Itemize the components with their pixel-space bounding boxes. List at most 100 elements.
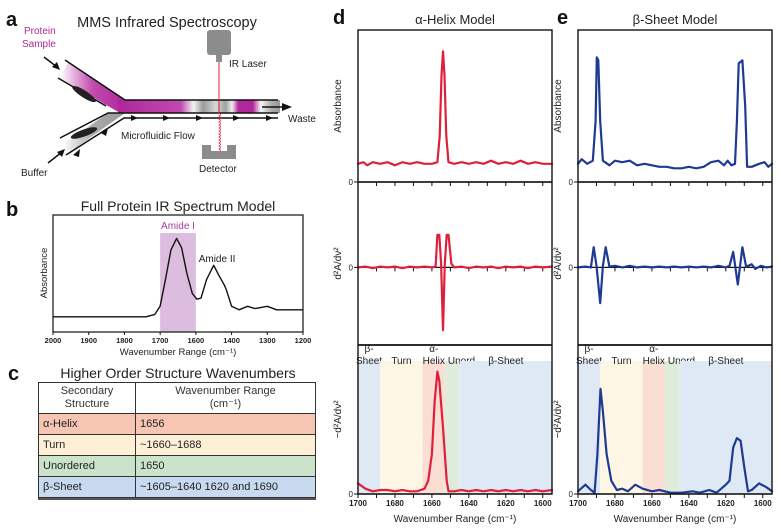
sample-inlet (60, 62, 125, 113)
y-axis-label: −d²A/dν² (333, 400, 344, 439)
table-row: Unordered 1650 (38, 455, 316, 477)
structure-table: Secondary Structure Wavenumber Range (cm⁻¹… (38, 382, 316, 498)
flow-arrowhead-icon (163, 115, 170, 121)
flow-arrowhead-icon (196, 115, 203, 121)
zero-label: 0 (569, 178, 574, 187)
x-axis-label: Wavenumber Range (cm⁻¹) (120, 347, 237, 358)
x-tick-label: 1660 (643, 499, 661, 508)
panel-letter: e (557, 7, 568, 29)
table-header-structure: Secondary Structure (38, 382, 136, 414)
table-header-range: Wavenumber Range (cm⁻¹) (135, 382, 316, 414)
table-row: Turn ~1660–1688 (38, 434, 316, 456)
waste-label: Waste (288, 114, 316, 125)
spectrum-line (53, 237, 303, 318)
x-axis-label: Wavenumber Range (cm⁻¹) (394, 514, 517, 525)
structure-band (679, 361, 772, 494)
spectrum-line (356, 50, 554, 167)
main-channel (118, 100, 280, 113)
laser-wave (218, 112, 221, 153)
table-row: β-Sheet ~1605–1640 1620 and 1690 (38, 476, 316, 498)
x-tick-label: 1900 (80, 336, 97, 345)
x-tick-label: 2000 (45, 336, 62, 345)
structure-band (380, 361, 423, 494)
chart-title: Full Protein IR Spectrum Model (81, 198, 276, 214)
x-tick-label: 1700 (569, 499, 587, 508)
structure-band (664, 361, 680, 494)
structure-cell: Unordered (38, 455, 136, 477)
band-label: α- (649, 344, 658, 355)
structure-cell: α-Helix (38, 413, 136, 435)
range-cell: 1656 (135, 413, 316, 435)
zero-label: 0 (349, 490, 354, 499)
y-axis-label: Absorbance (39, 248, 50, 299)
flow-arrowhead-icon (266, 115, 273, 121)
structure-cell: β-Sheet (38, 476, 136, 498)
table-row: α-Helix 1656 (38, 413, 316, 435)
band-label: β-Sheet (488, 356, 523, 367)
panel-d-chart: d α-Helix Model 0 Absorbance 0 d²A/dν² β-Sheet… (333, 7, 554, 525)
x-tick-label: 1640 (460, 499, 478, 508)
band-label: β-Sheet (708, 356, 743, 367)
x-tick-label: 1620 (497, 499, 515, 508)
band-label: β- (365, 344, 374, 355)
detector-icon (202, 145, 236, 159)
flow-label: Microfluidic Flow (121, 131, 196, 142)
structure-cell: Turn (38, 434, 136, 456)
band-label: Helix (423, 356, 445, 367)
plot-frame (357, 29, 553, 495)
y-axis-label: Absorbance (333, 79, 344, 133)
spectrum-line (576, 387, 774, 494)
subplot-1: 0 Absorbance (333, 50, 554, 187)
buffer-inlet (62, 113, 125, 152)
chart-title: β-Sheet Model (633, 12, 718, 27)
x-tick-label: 1700 (349, 499, 367, 508)
amide-ii-label: Amide II (199, 254, 236, 265)
x-tick-label: 1300 (259, 336, 276, 345)
arrow-icon (57, 149, 65, 157)
spectrum-line (576, 56, 774, 170)
zero-label: 0 (349, 178, 354, 187)
panel-letter: c (8, 363, 19, 385)
valve-icon (72, 85, 96, 103)
band-label: Sheet (576, 356, 602, 367)
header-line: (cm⁻¹) (209, 398, 242, 410)
panel-letter: d (333, 7, 345, 29)
flow-line (65, 117, 278, 156)
valve-icon (70, 127, 98, 139)
arrow-icon (52, 62, 60, 70)
x-axis-label: Wavenumber Range (cm⁻¹) (614, 514, 737, 525)
x-tick-label: 1600 (754, 499, 772, 508)
range-cell: ~1660–1688 (135, 434, 316, 456)
zero-label: 0 (569, 490, 574, 499)
x-tick-label: 1200 (295, 336, 312, 345)
subplot-2: 0 d²A/dν² (553, 246, 774, 305)
panel-letter: a (6, 9, 18, 31)
x-tick-label: 1640 (680, 499, 698, 508)
plot-frame (52, 214, 304, 333)
header-line: Secondary (60, 385, 114, 397)
y-axis-label: −d²A/dν² (553, 400, 564, 439)
panel-a-diagram: a MMS Infrared Spectroscopy Protein Sample I… (6, 9, 316, 179)
ir-laser-icon (207, 30, 231, 55)
y-axis-label: d²A/dν² (333, 247, 344, 280)
structure-band (600, 361, 643, 494)
waste-arrow-icon (282, 103, 292, 111)
buffer-label: Buffer (21, 168, 48, 179)
x-tick-label: 1400 (223, 336, 240, 345)
x-tick-label: 1800 (116, 336, 133, 345)
y-axis-label: Absorbance (553, 79, 564, 133)
subplot-1: 0 Absorbance (553, 56, 774, 187)
diagram-title: MMS Infrared Spectroscopy (77, 15, 257, 31)
x-tick-label: 1700 (152, 336, 169, 345)
band-label: β- (585, 344, 594, 355)
panel-e-chart: e β-Sheet Model 0 Absorbance 0 d²A/dν² β-Sheet… (553, 7, 774, 525)
spectrum-line (576, 246, 774, 305)
channel-wall (64, 59, 278, 101)
amide-i-label: Amide I (161, 221, 195, 232)
panel-b-chart: b Full Protein IR Spectrum Model Amide I Am… (6, 198, 311, 358)
structure-band (459, 361, 552, 494)
ir-laser-icon (216, 55, 222, 62)
structure-band (444, 361, 460, 494)
header-line: Wavenumber Range (175, 385, 276, 397)
